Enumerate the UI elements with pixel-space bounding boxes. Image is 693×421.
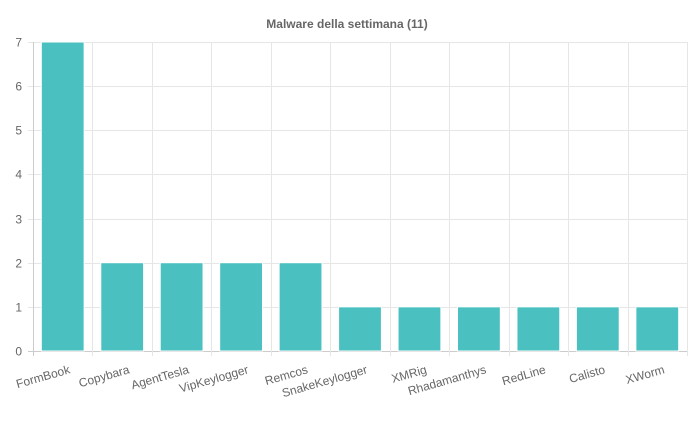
bars bbox=[40, 41, 680, 352]
x-tick-label: RedLine bbox=[500, 362, 547, 388]
x-tick-label: FormBook bbox=[14, 362, 72, 391]
y-tick-label: 7 bbox=[15, 36, 22, 50]
bar bbox=[397, 306, 442, 352]
y-axis-ticks: 0 1 2 3 4 5 6 7 bbox=[15, 36, 22, 359]
y-tick-label: 1 bbox=[15, 301, 22, 315]
x-tick-label: Copybara bbox=[77, 362, 131, 390]
x-tick-label: XWorm bbox=[624, 362, 666, 386]
x-tick-label: VipKeylogger bbox=[178, 362, 250, 395]
bar bbox=[100, 262, 145, 352]
bar bbox=[457, 306, 501, 352]
y-tick-label: 4 bbox=[15, 168, 22, 182]
y-tick-label: 0 bbox=[15, 345, 22, 359]
bar bbox=[278, 262, 323, 352]
bar bbox=[338, 306, 382, 352]
y-tick-label: 6 bbox=[15, 80, 22, 94]
grid-lines bbox=[28, 42, 688, 356]
y-tick-label: 3 bbox=[15, 213, 22, 227]
chart-title: Malware della settimana (11) bbox=[266, 17, 427, 31]
bar bbox=[219, 262, 263, 352]
y-tick-label: 2 bbox=[15, 257, 22, 271]
bar bbox=[635, 306, 680, 352]
x-tick-label: Calisto bbox=[568, 362, 607, 386]
bar bbox=[159, 262, 204, 352]
bar bbox=[575, 306, 620, 352]
bar bbox=[40, 41, 85, 352]
bar bbox=[516, 306, 561, 352]
y-tick-label: 5 bbox=[15, 124, 22, 138]
